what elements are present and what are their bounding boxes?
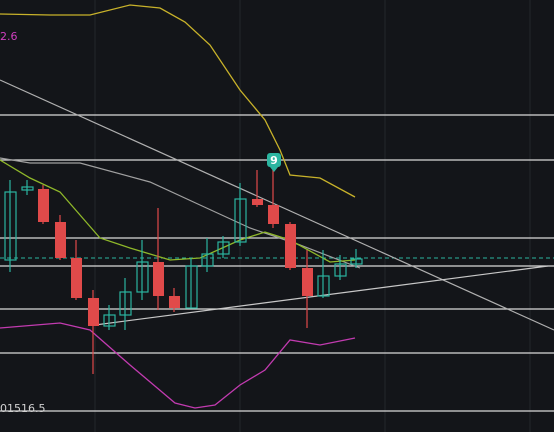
price-value: 01516.5: [0, 402, 46, 415]
candles: [4, 170, 363, 374]
badge-label: 9: [270, 154, 278, 167]
marker-badge: 9: [267, 153, 281, 172]
lower-band: [0, 322, 356, 409]
moving-average: [0, 159, 356, 263]
upper-band: [0, 4, 356, 198]
indicator-value: 2.6: [0, 30, 18, 43]
